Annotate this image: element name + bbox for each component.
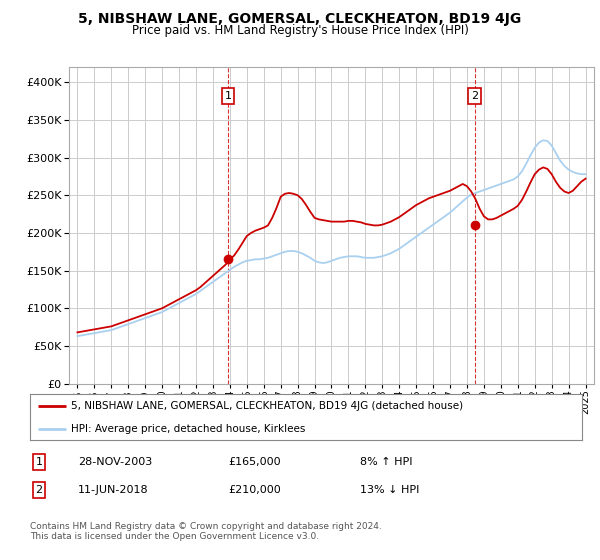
Text: Contains HM Land Registry data © Crown copyright and database right 2024.
This d: Contains HM Land Registry data © Crown c… (30, 522, 382, 542)
Text: 8% ↑ HPI: 8% ↑ HPI (360, 457, 413, 467)
Text: 5, NIBSHAW LANE, GOMERSAL, CLECKHEATON, BD19 4JG: 5, NIBSHAW LANE, GOMERSAL, CLECKHEATON, … (79, 12, 521, 26)
Text: 5, NIBSHAW LANE, GOMERSAL, CLECKHEATON, BD19 4JG (detached house): 5, NIBSHAW LANE, GOMERSAL, CLECKHEATON, … (71, 400, 464, 410)
Text: 1: 1 (35, 457, 43, 467)
Text: 11-JUN-2018: 11-JUN-2018 (78, 485, 149, 495)
Text: 13% ↓ HPI: 13% ↓ HPI (360, 485, 419, 495)
Text: £210,000: £210,000 (228, 485, 281, 495)
Text: 2: 2 (35, 485, 43, 495)
Text: Price paid vs. HM Land Registry's House Price Index (HPI): Price paid vs. HM Land Registry's House … (131, 24, 469, 37)
Text: £165,000: £165,000 (228, 457, 281, 467)
Text: 2: 2 (471, 91, 478, 101)
Text: 1: 1 (224, 91, 232, 101)
Text: HPI: Average price, detached house, Kirklees: HPI: Average price, detached house, Kirk… (71, 423, 306, 433)
Text: 28-NOV-2003: 28-NOV-2003 (78, 457, 152, 467)
